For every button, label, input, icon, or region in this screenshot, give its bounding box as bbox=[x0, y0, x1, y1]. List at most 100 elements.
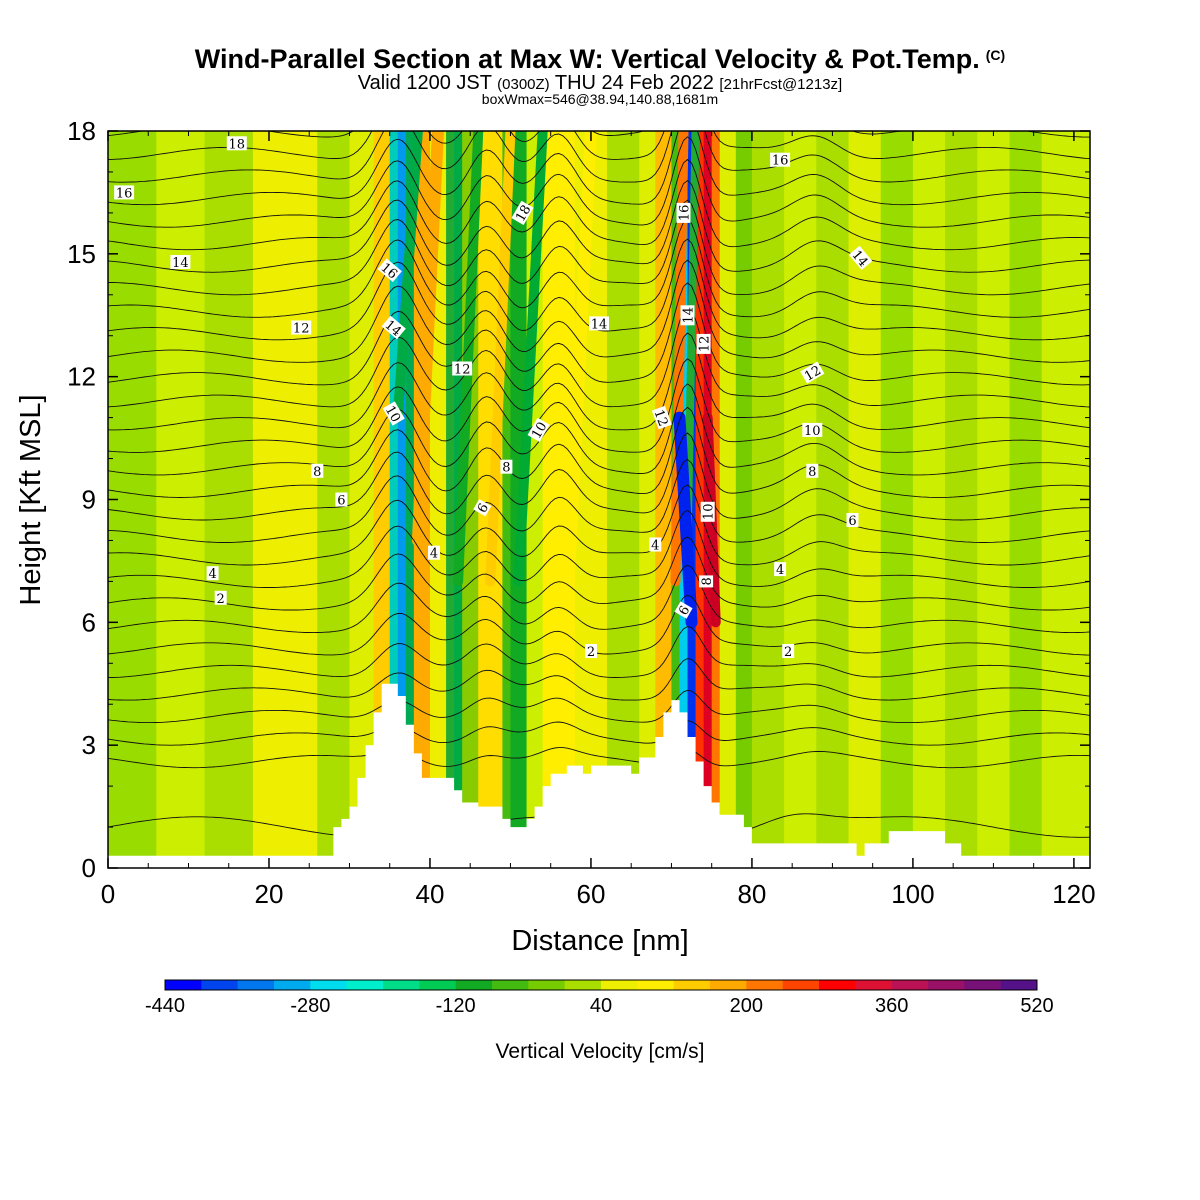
contour-label-bg bbox=[676, 202, 691, 223]
terrain-shape bbox=[108, 683, 1090, 868]
velocity-streak-3 bbox=[453, 131, 484, 587]
x-tick-label: 120 bbox=[1052, 879, 1095, 909]
colorbar: -440 -280 -120 40 200 360 520 bbox=[145, 979, 1054, 1017]
contour-label-21: 16 bbox=[676, 202, 693, 223]
contour-label-32: 8 bbox=[806, 463, 819, 480]
colorbar-swatch-14 bbox=[637, 980, 674, 990]
theta-contour-27 bbox=[108, 131, 1090, 183]
velocity-streak-2 bbox=[411, 131, 445, 547]
colorbar-tick-label: 360 bbox=[875, 995, 908, 1017]
contour-label-text: 12 bbox=[454, 363, 471, 378]
x-tick-label: 100 bbox=[891, 879, 934, 909]
velocity-band-33 bbox=[751, 131, 785, 868]
contour-label-bg bbox=[649, 537, 662, 552]
contour-label-text: 2 bbox=[217, 592, 225, 607]
theta-contour-19 bbox=[108, 259, 1090, 363]
colorbar-swatch-8 bbox=[419, 980, 456, 990]
velocity-band-34 bbox=[784, 131, 817, 868]
contour-label-text: 4 bbox=[651, 539, 659, 554]
contour-label-8: 10 bbox=[382, 401, 405, 426]
theta-contour-25 bbox=[108, 136, 1090, 228]
contour-label-bg bbox=[335, 492, 348, 507]
contour-label-text: 12 bbox=[698, 336, 713, 353]
contour-label-31: 10 bbox=[802, 422, 823, 439]
contour-label-bg bbox=[680, 305, 695, 326]
theta-contour-4 bbox=[108, 658, 1090, 701]
contour-label-10: 6 bbox=[335, 492, 348, 509]
contour-label-bg bbox=[651, 405, 672, 430]
colorbar-swatch-13 bbox=[601, 980, 638, 990]
vertical-velocity-field bbox=[108, 131, 1090, 868]
velocity-streak-5 bbox=[513, 131, 548, 587]
contour-label-text: 14 bbox=[682, 307, 697, 324]
velocity-streak-4 bbox=[485, 131, 516, 587]
contour-label-text: 18 bbox=[513, 203, 534, 225]
velocity-band-30 bbox=[711, 131, 721, 868]
terrain-mask bbox=[108, 683, 1090, 868]
velocity-streak-6 bbox=[560, 131, 597, 629]
contour-label-bg bbox=[770, 152, 791, 167]
x-tick-label: 60 bbox=[576, 879, 605, 909]
velocity-band-6 bbox=[349, 131, 375, 868]
velocity-band-17 bbox=[502, 131, 512, 868]
colorbar-swatch-1 bbox=[165, 980, 202, 990]
contour-label-19: 2 bbox=[585, 644, 597, 660]
theta-contour-17 bbox=[108, 306, 1090, 408]
contour-label-35: 2 bbox=[782, 644, 795, 660]
valid-time-line: Valid 1200 JST (0300Z) THU 24 Feb 2022 [… bbox=[0, 72, 1200, 95]
potential-temperature-contours: 1816141216141210864246810181424161412121… bbox=[108, 131, 1090, 838]
colorbar-swatch-5 bbox=[310, 980, 347, 990]
contour-label-9: 8 bbox=[311, 463, 324, 480]
contour-label-bg bbox=[800, 361, 825, 384]
box-max-line: boxWmax=546@38.94,140.88,1681m bbox=[481, 91, 719, 107]
contour-label-17: 18 bbox=[511, 200, 534, 226]
contour-label-text: 8 bbox=[502, 461, 510, 476]
theta-contour-6 bbox=[108, 594, 1090, 656]
colorbar-tick-label: -120 bbox=[436, 995, 476, 1017]
colorbar-swatch-20 bbox=[855, 980, 892, 990]
contour-label-13: 4 bbox=[428, 545, 440, 562]
contour-label-bg bbox=[214, 590, 227, 605]
theta-contour-24 bbox=[108, 158, 1090, 251]
contour-label-25: 10 bbox=[700, 501, 717, 522]
theta-contour-5 bbox=[108, 626, 1090, 679]
contour-label-text: 4 bbox=[430, 547, 438, 562]
contour-label-bg bbox=[377, 258, 402, 282]
theta-contour-9 bbox=[108, 509, 1090, 588]
colorbar-swatch-11 bbox=[528, 980, 565, 990]
contour-label-text: 2 bbox=[784, 645, 792, 660]
contour-label-bg bbox=[382, 401, 405, 426]
theta-contour-14 bbox=[108, 383, 1090, 476]
x-tick-label: 40 bbox=[416, 879, 445, 909]
colorbar-swatch-12 bbox=[564, 980, 602, 990]
contour-label-text: 16 bbox=[678, 205, 693, 222]
velocity-band-40 bbox=[977, 131, 1011, 868]
contour-label-bg bbox=[700, 501, 715, 522]
velocity-band-31 bbox=[719, 131, 737, 868]
axes: 0 20 40 60 80 100 120 0 3 6 9 12 15 18 bbox=[67, 116, 1096, 909]
velocity-band-41 bbox=[1009, 131, 1043, 868]
forecast-info: [21hrFcst@1213z] bbox=[719, 76, 843, 93]
theta-contour-21 bbox=[108, 218, 1090, 318]
colorbar-swatch-10 bbox=[492, 980, 529, 990]
theta-contour-13 bbox=[108, 406, 1090, 498]
contour-label-text: 10 bbox=[804, 424, 821, 439]
y-tick-label: 18 bbox=[67, 116, 96, 146]
colorbar-swatch-7 bbox=[383, 980, 420, 990]
contour-label-4: 12 bbox=[291, 320, 312, 337]
contour-label-1: 18 bbox=[226, 136, 247, 152]
y-tick-label: 9 bbox=[82, 485, 96, 515]
y-tick-label: 15 bbox=[67, 239, 96, 269]
colorbar-tick-label: -280 bbox=[290, 995, 330, 1017]
colorbar-swatch-18 bbox=[782, 980, 820, 990]
colorbar-swatch-9 bbox=[455, 980, 493, 990]
contour-label-text: 12 bbox=[802, 363, 824, 384]
contour-label-3: 14 bbox=[170, 255, 191, 271]
theta-contour-2 bbox=[108, 720, 1090, 746]
colorbar-swatch-16 bbox=[710, 980, 747, 990]
contour-label-bg bbox=[674, 601, 693, 619]
contour-label-24: 12 bbox=[651, 405, 672, 430]
theta-contour-23 bbox=[108, 180, 1090, 273]
copyright-mark: (C) bbox=[985, 47, 1006, 63]
velocity-band-32 bbox=[735, 131, 753, 868]
